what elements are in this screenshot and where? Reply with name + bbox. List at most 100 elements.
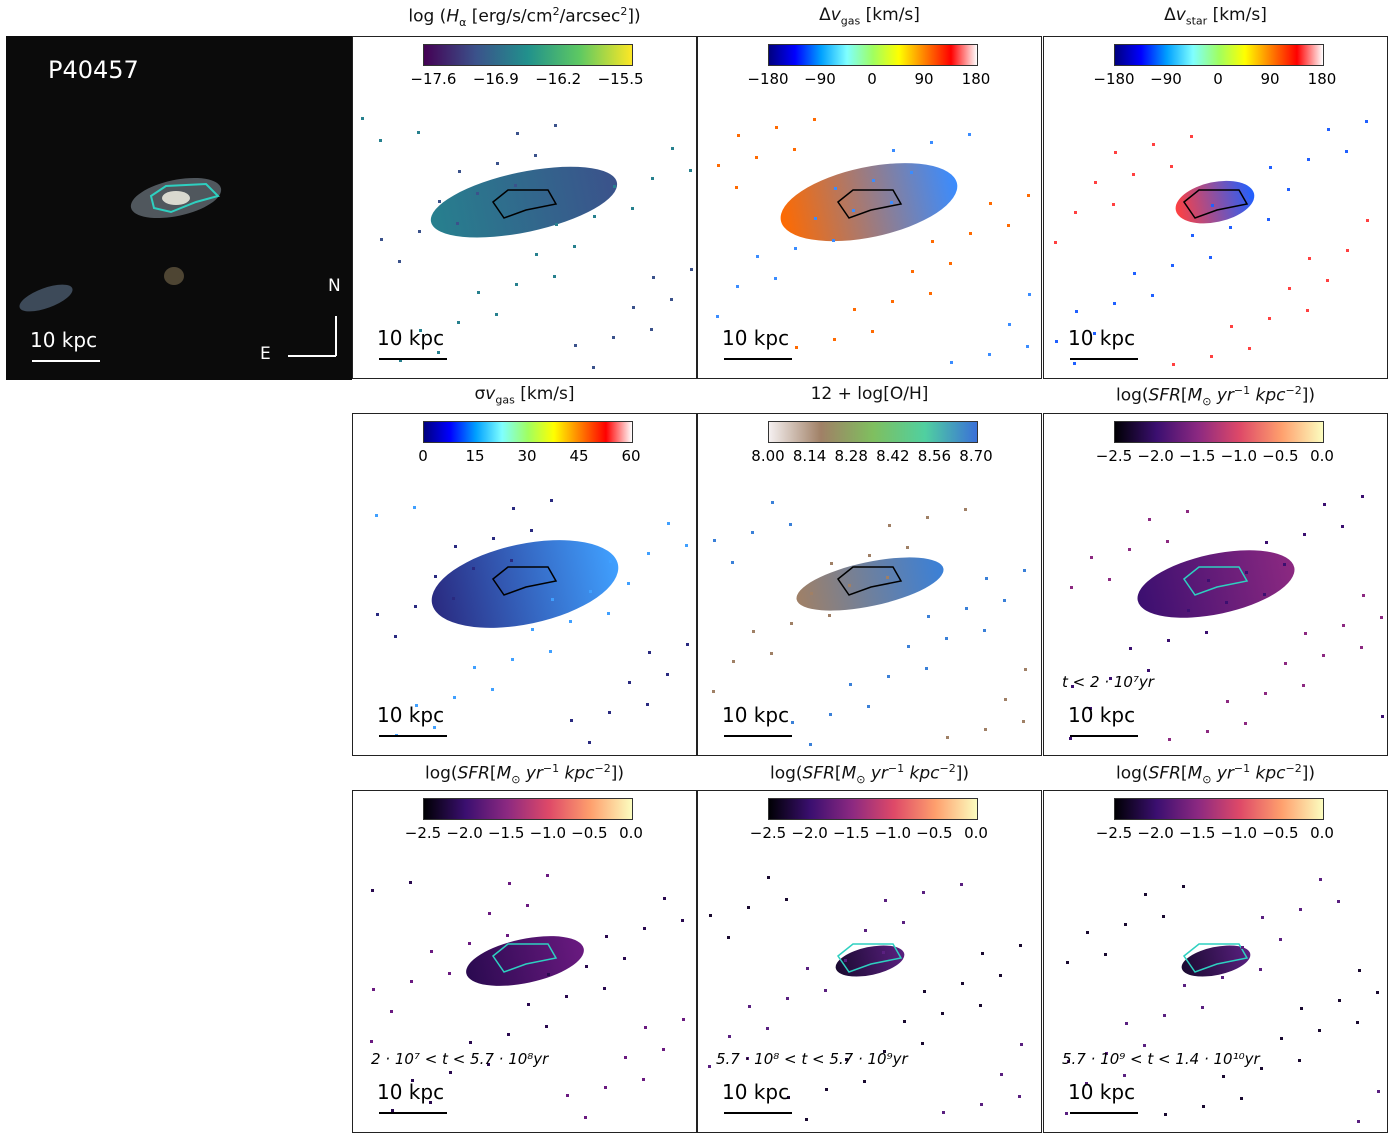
- title-part: log(: [1115, 385, 1149, 406]
- panel-title: 12 + log[O/H]: [697, 384, 1042, 404]
- map-panel: −2.5 −2.0 −1.5 −1.0 −0.5 0.0 t < 2 · 10⁷yr 10 k…: [1043, 413, 1388, 756]
- colorbar-tick: 0.0: [1310, 824, 1334, 842]
- title-part: SFR: [1148, 385, 1181, 406]
- scale-label: 10 kpc: [722, 326, 790, 350]
- title-part: −1: [1233, 762, 1251, 775]
- map: [716, 118, 1031, 364]
- colorbar-tick: 0.0: [1310, 447, 1334, 465]
- colorbar-tick: −0.5: [571, 824, 608, 842]
- title-part: yr: [520, 763, 543, 784]
- title-part: σ: [474, 384, 486, 404]
- colorbar-tick: 0: [867, 70, 877, 88]
- colorbar-tick: 0.0: [964, 824, 988, 842]
- title-part: ]): [955, 763, 970, 784]
- title-part: Δ: [1164, 5, 1176, 25]
- title-part: v: [1175, 5, 1186, 25]
- title-part: ]): [1301, 763, 1316, 784]
- title-part: [km/s]: [514, 384, 575, 404]
- map-panel: −2.5 −2.0 −1.5 −1.0 −0.5 0.0 2 · 10⁷ < t < 5.7…: [352, 790, 697, 1133]
- map-panel: −2.5 −2.0 −1.5 −1.0 −0.5 0.0 5.7 · 10⁹ < t < 1…: [1043, 790, 1388, 1133]
- title-part: α: [459, 16, 467, 30]
- title-part: [: [1180, 763, 1188, 784]
- title-part: log (: [408, 6, 447, 27]
- map-panel: −180 −90 0 90 180 10 kpc: [697, 36, 1042, 379]
- title-part: log(: [424, 763, 458, 784]
- colorbar-tick: 0: [418, 447, 428, 465]
- scale-bar: [724, 358, 792, 360]
- title-part: −2: [594, 762, 611, 775]
- colorbar-tick: 15: [465, 447, 485, 465]
- colorbar-tick: −1.0: [529, 824, 567, 842]
- title-part: ]): [610, 763, 625, 784]
- colorbar-tick: −15.5: [597, 70, 644, 88]
- title-part: 2: [552, 5, 560, 18]
- map: [1069, 495, 1384, 741]
- colorbar-tick: −180: [747, 70, 789, 88]
- colorbar-tick: −90: [1150, 70, 1182, 88]
- colorbar-tick: 8.56: [917, 447, 952, 465]
- scale-bar: [32, 360, 100, 362]
- scale-label: 10 kpc: [1068, 1080, 1136, 1104]
- title-part: −1: [542, 762, 560, 775]
- colorbar-tick: −16.9: [472, 70, 519, 88]
- colorbar-tick: −1.5: [832, 824, 870, 842]
- title-part: yr: [1211, 385, 1234, 406]
- colorbar-tick: −2.5: [1095, 824, 1133, 842]
- title-part: −1: [887, 762, 905, 775]
- title-part: −2: [939, 762, 956, 775]
- image-panel: P40457 N E 10 kpc: [6, 36, 352, 380]
- colorbar-tick: −2.5: [1095, 447, 1133, 465]
- title-part: 12 + log[O/H]: [810, 384, 929, 404]
- scale-label: 10 kpc: [1068, 703, 1136, 727]
- panel-title: log(SFR[M⊙ yr−1 kpc−2]): [352, 762, 697, 786]
- title-part: star: [1185, 14, 1208, 28]
- title-part: H: [446, 6, 460, 27]
- colorbar-tick: 0: [1213, 70, 1223, 88]
- colorbar-tick: −1.0: [1220, 824, 1258, 842]
- colorbar-tick: 8.28: [834, 447, 868, 465]
- title-part: [km/s]: [860, 5, 920, 25]
- panel-title: log(SFR[M⊙ yr−1 kpc−2]): [1043, 384, 1388, 408]
- colorbar-tick: −16.2: [535, 70, 582, 88]
- title-part: gas: [495, 393, 515, 407]
- colorbar-tick: −2.0: [791, 824, 828, 842]
- colorbar-tick: −180: [1093, 70, 1135, 88]
- title-part: ]): [1301, 385, 1316, 406]
- map: [361, 117, 693, 369]
- title-part: [: [834, 763, 842, 784]
- scale-label: 10 kpc: [722, 703, 790, 727]
- colorbar-tick: −17.6: [410, 70, 457, 88]
- colorbar: [1114, 44, 1324, 66]
- colorbar: [768, 798, 978, 820]
- age-note: 5.7 · 10⁹ < t < 1.4 · 10¹⁰yr: [1062, 1050, 1260, 1068]
- title-part: M: [1187, 763, 1203, 784]
- title-part: yr: [1211, 763, 1234, 784]
- age-note: 2 · 10⁷ < t < 5.7 · 10⁸yr: [371, 1050, 549, 1068]
- title-part: v: [830, 5, 841, 25]
- colorbar-tick: 8.00: [751, 447, 785, 465]
- panel-title: σvgas [km/s]: [352, 384, 697, 406]
- title-part: 2: [620, 5, 628, 18]
- title-part: /arcsec: [559, 6, 621, 27]
- map-panel: −17.6 −16.9 −16.2 −15.5 10 kpc: [352, 36, 697, 379]
- title-part: v: [485, 384, 496, 404]
- map: [708, 876, 1023, 1121]
- scale-bar: [379, 735, 447, 737]
- colorbar-tick: 180: [961, 70, 991, 88]
- title-part: SFR: [1148, 763, 1181, 784]
- title-part: yr: [865, 763, 888, 784]
- title-part: gas: [840, 14, 861, 28]
- title-part: ]): [627, 6, 641, 27]
- title-part: [km/s]: [1207, 5, 1267, 25]
- colorbar-tick: 0.0: [619, 824, 643, 842]
- scale-label: 10 kpc: [377, 1080, 445, 1104]
- title-part: [erg/s/cm: [466, 6, 553, 27]
- map: [1054, 120, 1369, 366]
- panel-title: log (Hα [erg/s/cm2/arcsec2]): [352, 5, 697, 29]
- scale-bar: [1070, 735, 1138, 737]
- age-note: t < 2 · 10⁷yr: [1062, 673, 1154, 691]
- title-part: −2: [1285, 384, 1302, 397]
- title-part: [: [1180, 385, 1188, 406]
- scale-label: 10 kpc: [30, 328, 98, 352]
